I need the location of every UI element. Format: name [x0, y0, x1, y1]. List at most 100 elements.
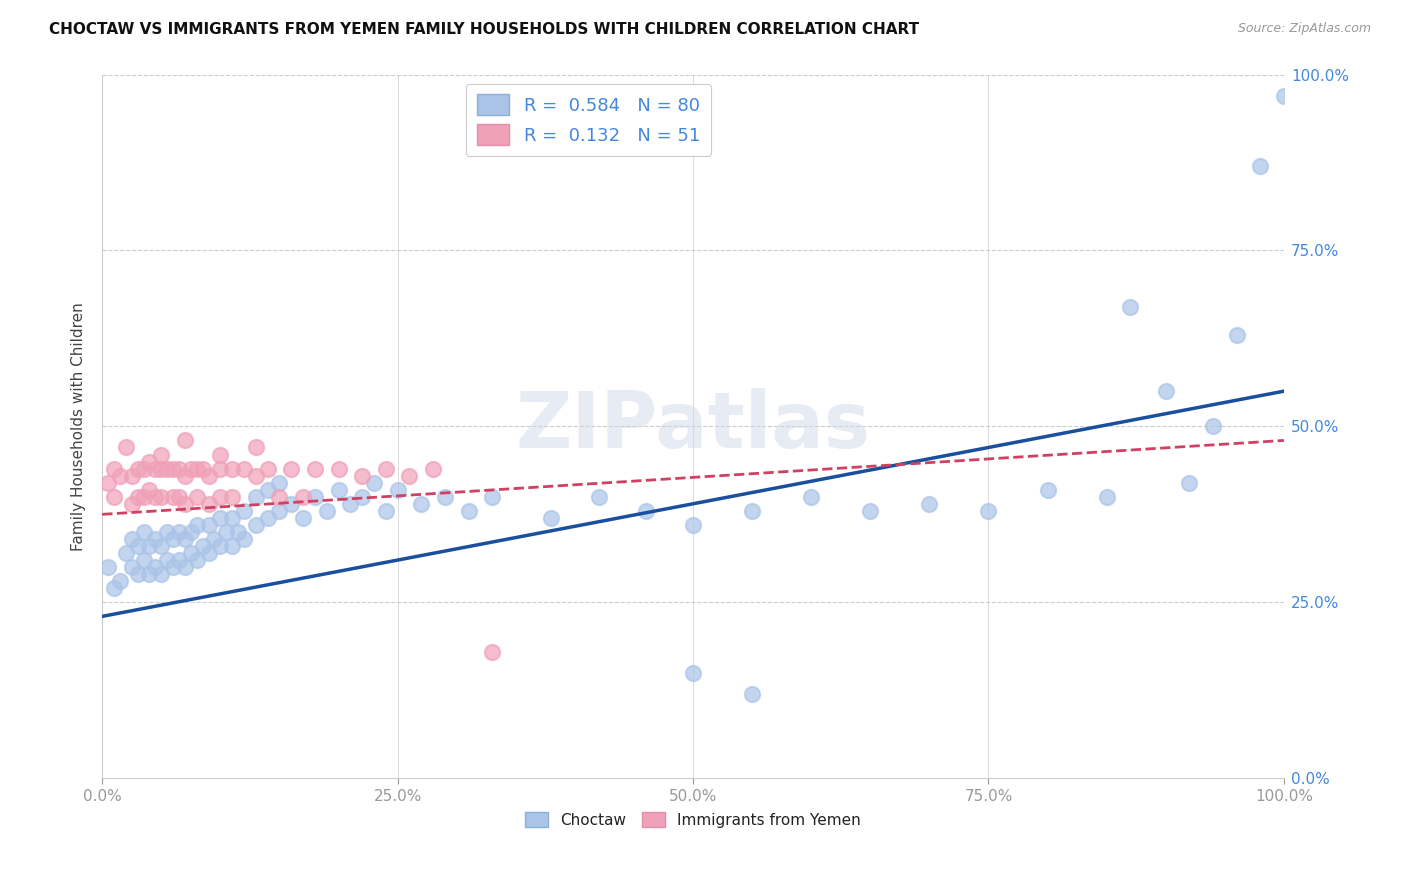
Point	[209, 461, 232, 475]
Point	[121, 560, 143, 574]
Point	[215, 524, 238, 539]
Point	[145, 461, 167, 475]
Point	[197, 546, 219, 560]
Point	[374, 461, 396, 475]
Point	[162, 490, 184, 504]
Point	[433, 490, 456, 504]
Point	[245, 441, 267, 455]
Point	[103, 461, 125, 475]
Point	[634, 504, 657, 518]
Point	[121, 468, 143, 483]
Point	[186, 461, 208, 475]
Point	[1119, 300, 1142, 314]
Point	[457, 504, 479, 518]
Point	[328, 461, 350, 475]
Point	[167, 524, 190, 539]
Point	[682, 665, 704, 680]
Point	[741, 504, 763, 518]
Point	[174, 532, 197, 546]
Point	[1095, 490, 1118, 504]
Point	[977, 504, 1000, 518]
Point	[233, 532, 256, 546]
Point	[304, 490, 326, 504]
Point	[132, 553, 155, 567]
Point	[150, 539, 173, 553]
Point	[180, 461, 202, 475]
Point	[191, 539, 214, 553]
Point	[180, 546, 202, 560]
Point	[127, 461, 149, 475]
Point	[209, 539, 232, 553]
Point	[108, 468, 131, 483]
Point	[256, 461, 278, 475]
Point	[233, 504, 256, 518]
Point	[226, 524, 249, 539]
Point	[132, 490, 155, 504]
Point	[156, 524, 179, 539]
Point	[540, 511, 562, 525]
Point	[145, 490, 167, 504]
Point	[150, 448, 173, 462]
Point	[221, 490, 243, 504]
Point	[682, 517, 704, 532]
Point	[374, 504, 396, 518]
Point	[304, 461, 326, 475]
Point	[103, 581, 125, 595]
Point	[352, 490, 374, 504]
Point	[411, 497, 433, 511]
Point	[186, 553, 208, 567]
Point	[315, 504, 337, 518]
Point	[121, 497, 143, 511]
Point	[127, 567, 149, 582]
Point	[1272, 88, 1295, 103]
Point	[481, 644, 503, 658]
Point	[269, 475, 291, 490]
Point	[108, 574, 131, 589]
Point	[115, 441, 138, 455]
Point	[162, 461, 184, 475]
Point	[174, 434, 197, 448]
Point	[127, 539, 149, 553]
Point	[1178, 475, 1201, 490]
Text: ZIPatlas: ZIPatlas	[516, 388, 870, 465]
Point	[167, 490, 190, 504]
Point	[741, 687, 763, 701]
Point	[339, 497, 361, 511]
Point	[180, 524, 202, 539]
Point	[138, 567, 160, 582]
Point	[859, 504, 882, 518]
Point	[221, 461, 243, 475]
Point	[256, 511, 278, 525]
Point	[127, 490, 149, 504]
Point	[387, 483, 409, 497]
Point	[167, 553, 190, 567]
Point	[363, 475, 385, 490]
Point	[156, 553, 179, 567]
Point	[150, 461, 173, 475]
Point	[97, 475, 120, 490]
Point	[209, 448, 232, 462]
Point	[121, 532, 143, 546]
Point	[145, 560, 167, 574]
Point	[1249, 159, 1271, 173]
Point	[398, 468, 420, 483]
Point	[156, 461, 179, 475]
Point	[191, 461, 214, 475]
Point	[800, 490, 823, 504]
Point	[280, 461, 302, 475]
Point	[174, 560, 197, 574]
Y-axis label: Family Households with Children: Family Households with Children	[72, 302, 86, 550]
Point	[103, 490, 125, 504]
Point	[97, 560, 120, 574]
Point	[197, 497, 219, 511]
Point	[481, 490, 503, 504]
Point	[150, 490, 173, 504]
Point	[221, 539, 243, 553]
Point	[204, 532, 226, 546]
Text: Source: ZipAtlas.com: Source: ZipAtlas.com	[1237, 22, 1371, 36]
Point	[167, 461, 190, 475]
Point	[209, 511, 232, 525]
Point	[174, 468, 197, 483]
Point	[145, 532, 167, 546]
Point	[115, 546, 138, 560]
